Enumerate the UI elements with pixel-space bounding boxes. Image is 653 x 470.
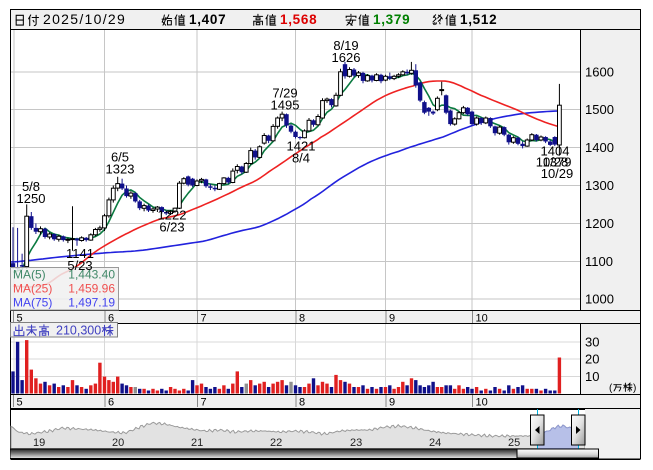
svg-text:2025/10/29: 2025/10/29 bbox=[43, 11, 126, 27]
svg-text:8: 8 bbox=[299, 397, 305, 409]
svg-text:1000: 1000 bbox=[585, 292, 614, 307]
svg-text:5/23: 5/23 bbox=[67, 258, 92, 273]
svg-text:6/23: 6/23 bbox=[159, 220, 184, 235]
svg-text:10/29: 10/29 bbox=[541, 166, 574, 181]
svg-text:10: 10 bbox=[476, 397, 488, 409]
svg-text:1100: 1100 bbox=[585, 254, 613, 269]
svg-text:1141: 1141 bbox=[66, 246, 94, 261]
svg-text:10/28: 10/28 bbox=[536, 155, 569, 170]
svg-text:(: ( bbox=[609, 383, 613, 394]
svg-text:30: 30 bbox=[585, 334, 599, 349]
svg-text:6: 6 bbox=[108, 397, 114, 409]
svg-text:24: 24 bbox=[429, 437, 441, 449]
svg-text:9: 9 bbox=[389, 397, 395, 409]
svg-text:1250: 1250 bbox=[17, 191, 46, 206]
svg-text:25: 25 bbox=[508, 437, 520, 449]
svg-text:19: 19 bbox=[33, 437, 45, 449]
svg-text:23: 23 bbox=[350, 437, 362, 449]
svg-text:MA(25): MA(25) bbox=[13, 282, 52, 296]
svg-text:6: 6 bbox=[108, 313, 114, 325]
svg-text:7: 7 bbox=[201, 313, 207, 325]
svg-text:5/8: 5/8 bbox=[22, 179, 40, 194]
svg-text:1421: 1421 bbox=[287, 139, 316, 154]
svg-text:1222: 1222 bbox=[158, 208, 187, 223]
svg-text:MA(5): MA(5) bbox=[13, 268, 46, 282]
svg-text:210,300: 210,300 bbox=[56, 324, 101, 338]
svg-text:1,407: 1,407 bbox=[189, 12, 226, 27]
svg-text:1,568: 1,568 bbox=[280, 12, 317, 27]
svg-text:8/4: 8/4 bbox=[292, 151, 310, 166]
svg-text:1400: 1400 bbox=[585, 140, 614, 155]
svg-text:1323: 1323 bbox=[106, 162, 135, 177]
svg-text:1,443.40: 1,443.40 bbox=[68, 268, 115, 282]
svg-text:9: 9 bbox=[389, 313, 395, 325]
svg-text:1404: 1404 bbox=[541, 144, 570, 159]
svg-text:1,379: 1,379 bbox=[373, 12, 410, 27]
svg-text:8: 8 bbox=[299, 313, 305, 325]
svg-text:1300: 1300 bbox=[585, 178, 614, 193]
svg-text:1500: 1500 bbox=[585, 102, 614, 117]
svg-text:5: 5 bbox=[17, 397, 23, 409]
svg-text:7/29: 7/29 bbox=[272, 86, 297, 101]
svg-text:10: 10 bbox=[476, 313, 488, 325]
svg-text:1379: 1379 bbox=[543, 155, 572, 170]
svg-text:22: 22 bbox=[270, 437, 282, 449]
svg-text:1495: 1495 bbox=[271, 98, 300, 113]
svg-text:7: 7 bbox=[201, 397, 207, 409]
svg-text:1,497.19: 1,497.19 bbox=[68, 296, 115, 310]
svg-text:21: 21 bbox=[191, 437, 203, 449]
svg-text:10: 10 bbox=[585, 369, 599, 384]
svg-text:1,459.96: 1,459.96 bbox=[68, 282, 115, 296]
svg-text:5: 5 bbox=[17, 313, 23, 325]
svg-text:1600: 1600 bbox=[585, 64, 614, 79]
svg-text:1200: 1200 bbox=[585, 216, 614, 231]
svg-text:MA(75): MA(75) bbox=[13, 296, 52, 310]
svg-text:1626: 1626 bbox=[332, 50, 361, 65]
svg-text:6/5: 6/5 bbox=[111, 150, 129, 165]
svg-text:): ) bbox=[633, 383, 636, 394]
svg-text:20: 20 bbox=[112, 437, 124, 449]
svg-text:20: 20 bbox=[585, 352, 599, 367]
svg-text:8/19: 8/19 bbox=[333, 38, 358, 53]
svg-text:1,512: 1,512 bbox=[460, 12, 497, 27]
